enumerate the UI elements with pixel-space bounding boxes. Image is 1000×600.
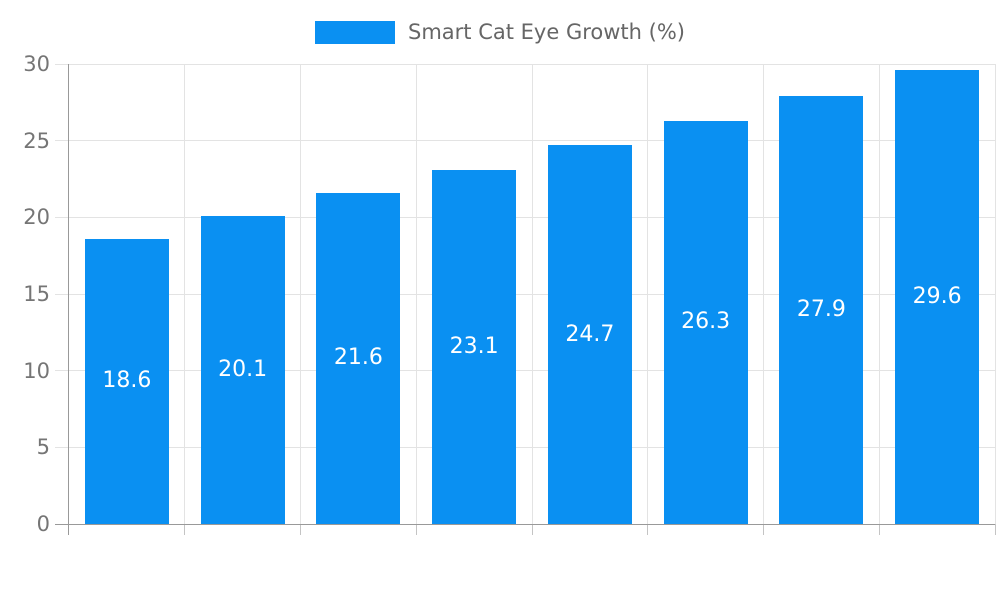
legend-swatch	[315, 21, 396, 44]
y-axis-tick-label: 0	[36, 512, 50, 536]
bar-value-label: 18.6	[102, 368, 152, 394]
x-gridline	[763, 64, 764, 524]
bar-value-label: 27.9	[796, 297, 846, 323]
x-axis-tick	[994, 524, 996, 535]
bar[interactable]	[200, 215, 285, 524]
x-axis-tick	[184, 524, 186, 535]
x-gridline	[415, 64, 417, 524]
bar[interactable]	[84, 238, 169, 524]
bar[interactable]	[663, 120, 748, 524]
y-gridline	[55, 63, 995, 65]
x-axis-tick	[531, 524, 533, 535]
bar-value-label: 21.6	[333, 345, 383, 371]
bar-value-label: 20.1	[218, 356, 268, 382]
bar[interactable]	[779, 96, 864, 524]
y-gridline	[55, 216, 995, 218]
legend-item[interactable]: Smart Cat Eye Growth (%)	[0, 20, 1000, 45]
bar[interactable]	[432, 169, 517, 524]
bar-value-label: 24.7	[565, 321, 615, 347]
x-axis-tick	[878, 524, 880, 535]
x-gridline	[184, 64, 186, 524]
y-axis-tick-label: 30	[23, 52, 50, 76]
bar[interactable]	[895, 70, 980, 524]
bar[interactable]	[547, 145, 632, 524]
x-gridline	[531, 64, 533, 524]
bar-value-label: 23.1	[449, 333, 499, 359]
y-axis-tick-label: 15	[23, 282, 50, 306]
x-gridline	[300, 64, 301, 524]
x-axis-tick	[647, 524, 649, 535]
y-axis-tick-label: 20	[23, 205, 50, 230]
y-gridline	[55, 446, 995, 448]
y-axis-tick-label: 25	[23, 128, 50, 153]
x-axis-line	[55, 523, 995, 525]
y-gridline	[55, 370, 995, 372]
y-axis-tick-label: 5	[36, 435, 50, 460]
x-axis-tick	[763, 524, 764, 535]
y-gridline	[55, 293, 995, 295]
bar-value-label: 29.6	[912, 284, 962, 310]
bar[interactable]	[316, 192, 401, 524]
x-axis-tick	[415, 524, 417, 535]
y-axis-line	[68, 64, 69, 535]
bar-value-label: 26.3	[681, 309, 731, 335]
x-gridline	[647, 64, 649, 524]
x-gridline	[994, 64, 996, 524]
x-axis-tick	[300, 524, 301, 535]
x-gridline	[878, 64, 880, 524]
y-gridline	[55, 140, 995, 142]
legend-label: Smart Cat Eye Growth (%)	[408, 20, 685, 44]
y-axis-tick-label: 10	[23, 358, 50, 383]
